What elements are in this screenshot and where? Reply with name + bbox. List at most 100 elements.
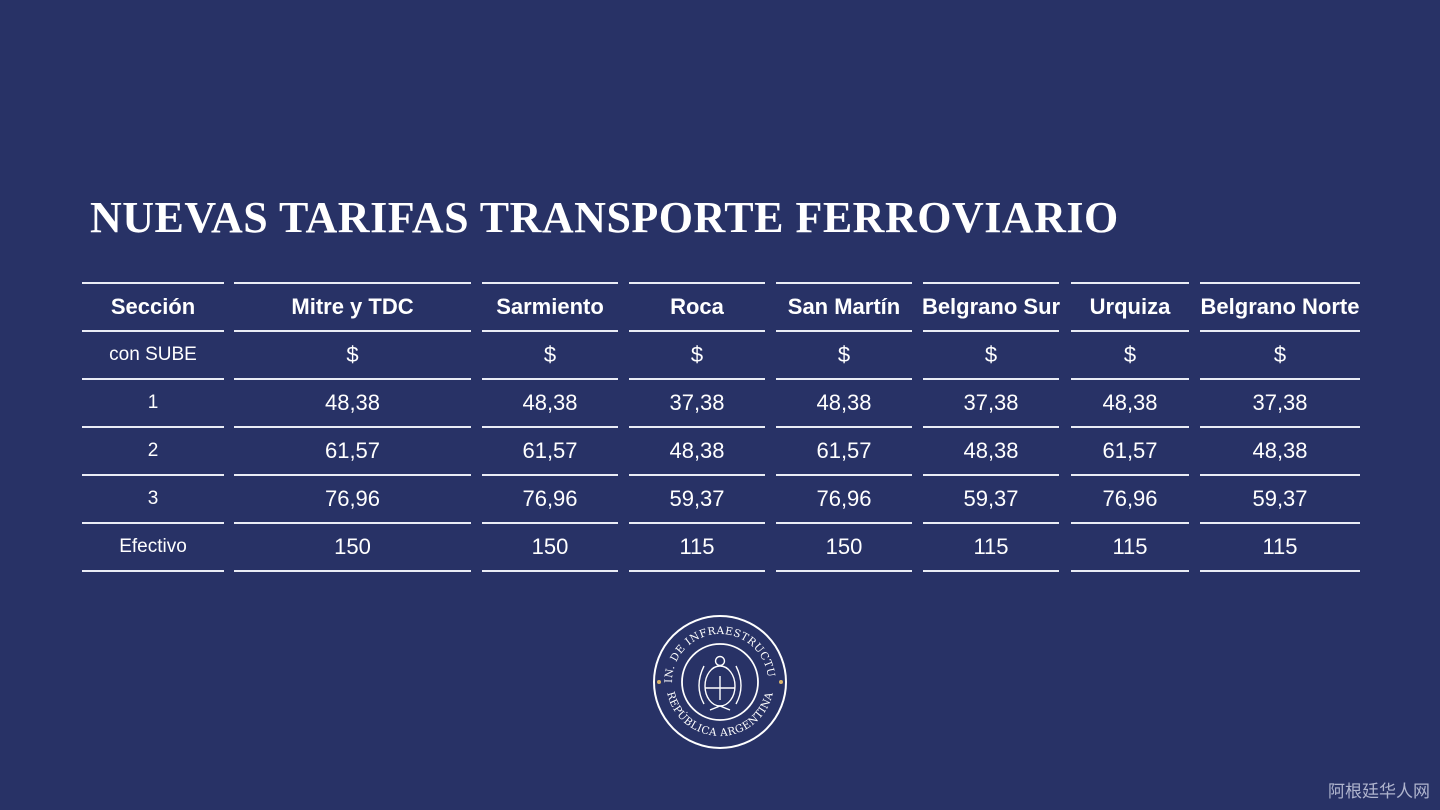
table-rule	[629, 474, 765, 476]
table-rule	[482, 330, 618, 332]
table-rule	[629, 570, 765, 572]
table-rule	[234, 330, 471, 332]
table-rule	[234, 522, 471, 524]
row-label: 2	[147, 440, 159, 461]
seal-top-text: MIN. DE INFRAESTRUCTURA	[652, 614, 776, 683]
table-rule	[482, 378, 618, 380]
svg-text:MIN. DE INFRAESTRUCTURA: MIN. DE INFRAESTRUCTURA	[652, 614, 777, 683]
table-rule	[1071, 282, 1189, 284]
table-rule	[1071, 570, 1189, 572]
table-rule	[82, 522, 224, 524]
fare-cell: 48,38	[1252, 438, 1308, 463]
table-rule	[1200, 522, 1360, 524]
page-title: NUEVAS TARIFAS TRANSPORTE FERROVIARIO	[90, 193, 1119, 242]
seal-left-dot	[657, 680, 661, 684]
table-rule	[923, 378, 1059, 380]
fare-cell: 37,38	[963, 390, 1019, 415]
fare-cell: $	[1273, 342, 1287, 367]
table-rule	[776, 474, 912, 476]
table-rule	[776, 378, 912, 380]
fare-cell: $	[1123, 342, 1137, 367]
fare-cell: 76,96	[816, 486, 872, 511]
table-rule	[629, 378, 765, 380]
table-rule	[82, 570, 224, 572]
table-rule	[482, 426, 618, 428]
fare-cell: 115	[679, 534, 715, 559]
table-rule	[923, 426, 1059, 428]
fare-cell: 48,38	[816, 390, 872, 415]
table-rule	[82, 426, 224, 428]
fare-cell: 61,57	[324, 438, 381, 463]
column-header: Urquiza	[1089, 294, 1171, 319]
table-rule	[1071, 522, 1189, 524]
table-rule	[776, 522, 912, 524]
fare-cell: 61,57	[1102, 438, 1158, 463]
table-rule	[1200, 474, 1360, 476]
fare-cell: $	[346, 342, 359, 367]
row-label: 1	[147, 392, 159, 413]
table-rule	[629, 426, 765, 428]
column-header: Belgrano Norte	[1200, 294, 1360, 319]
table-rule	[82, 282, 224, 284]
seal-right-dot	[779, 680, 783, 684]
table-rule	[1200, 330, 1360, 332]
table-rule	[82, 330, 224, 332]
column-header: Sección	[110, 294, 196, 319]
fare-cell: 48,38	[522, 390, 578, 415]
fare-cell: $	[837, 342, 851, 367]
fare-cell: 76,96	[522, 486, 578, 511]
table-rule	[482, 570, 618, 572]
table-rule	[482, 282, 618, 284]
fare-cell: $	[984, 342, 998, 367]
table-rule	[923, 330, 1059, 332]
table-rule	[482, 474, 618, 476]
row-label: 3	[147, 488, 159, 509]
row-label: con SUBE	[109, 344, 197, 365]
table-rule	[629, 330, 765, 332]
fare-cell: 37,38	[1252, 390, 1308, 415]
table-rule	[1200, 426, 1360, 428]
table-rule	[1071, 378, 1189, 380]
fare-cell: 61,57	[816, 438, 872, 463]
table-rule	[776, 426, 912, 428]
fare-cell: $	[690, 342, 704, 367]
fare-cell: 76,96	[324, 486, 381, 511]
table-rule	[234, 378, 471, 380]
coat-of-arms-icon	[698, 655, 742, 711]
table-rule	[629, 522, 765, 524]
fare-cell: 150	[825, 534, 863, 559]
ministry-seal: MIN. DE INFRAESTRUCTURA REPÚBLICA ARGENT…	[652, 614, 787, 749]
fare-table: Sección Mitre y TDC Sarmiento Roca San Martí…	[0, 282, 1440, 578]
table-rule	[82, 378, 224, 380]
fare-cell: 61,57	[522, 438, 578, 463]
column-header: Roca	[670, 294, 724, 319]
fare-cell: 48,38	[1102, 390, 1158, 415]
fare-cell: 76,96	[1102, 486, 1158, 511]
fare-cell: 115	[1262, 534, 1298, 559]
column-header: Mitre y TDC	[291, 294, 414, 319]
column-header: Belgrano Sur	[921, 294, 1061, 319]
fare-cell: 150	[334, 534, 371, 559]
table-rule	[234, 282, 471, 284]
column-header: Sarmiento	[496, 294, 604, 319]
fare-cell: 48,38	[963, 438, 1019, 463]
table-rule	[82, 474, 224, 476]
row-label: Efectivo	[119, 536, 187, 557]
table-rule	[923, 570, 1059, 572]
fare-cell: 48,38	[669, 438, 725, 463]
table-rule	[234, 426, 471, 428]
table-rule	[776, 330, 912, 332]
table-rule	[1200, 570, 1360, 572]
fare-cell: $	[543, 342, 557, 367]
column-header: San Martín	[787, 294, 901, 319]
table-rule	[1200, 378, 1360, 380]
table-rule	[234, 474, 471, 476]
fare-cell: 115	[1112, 534, 1148, 559]
table-rule	[1071, 426, 1189, 428]
fare-cell: 59,37	[1252, 486, 1308, 511]
fare-cell: 59,37	[669, 486, 725, 511]
table-rule	[923, 522, 1059, 524]
fare-cell: 115	[973, 534, 1009, 559]
table-rule	[776, 570, 912, 572]
fare-cell: 150	[531, 534, 569, 559]
